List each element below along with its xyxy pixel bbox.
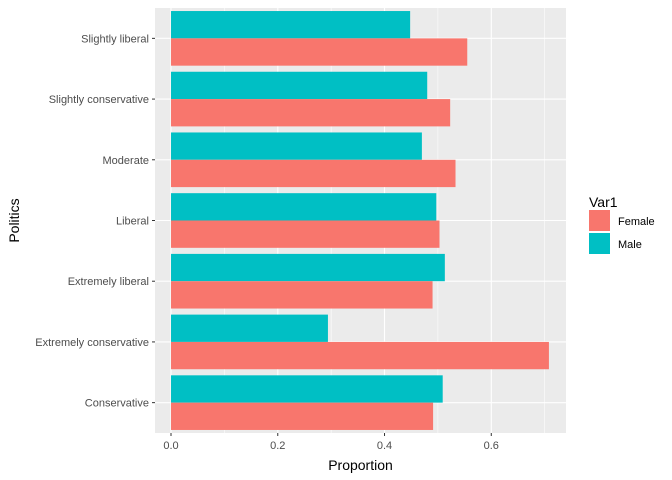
y-tick-label: Moderate bbox=[103, 155, 149, 167]
x-axis-title: Proportion bbox=[328, 457, 393, 473]
bar-female-liberal bbox=[171, 220, 440, 248]
bar-female-extremely-conservative bbox=[171, 341, 549, 370]
legend: Var1 Female Male bbox=[589, 194, 655, 254]
y-axis: Slightly liberal Slightly conservative Mod… bbox=[35, 33, 155, 410]
bar-female-slightly-conservative bbox=[171, 99, 451, 127]
legend-key-female bbox=[589, 210, 610, 231]
y-axis-title: Politics bbox=[6, 198, 22, 242]
legend-label-male: Male bbox=[618, 239, 642, 251]
x-tick-label: 0.2 bbox=[270, 440, 285, 452]
legend-key-male bbox=[589, 233, 610, 254]
y-tick-label: Extremely liberal bbox=[68, 276, 149, 288]
y-tick-label: Slightly conservative bbox=[49, 94, 149, 106]
bar-female-slightly-liberal bbox=[171, 38, 468, 66]
bar-male-conservative bbox=[171, 375, 443, 403]
x-tick-label: 0.0 bbox=[163, 440, 178, 452]
bar-female-moderate bbox=[171, 159, 456, 188]
bar-male-extremely-liberal bbox=[171, 253, 445, 282]
y-tick-label: Extremely conservative bbox=[35, 337, 149, 349]
bar-female-conservative bbox=[171, 402, 434, 430]
bar-female-extremely-liberal bbox=[171, 281, 433, 309]
x-axis: 0.0 0.2 0.4 0.6 bbox=[163, 433, 499, 452]
legend-label-female: Female bbox=[618, 216, 655, 228]
legend-title: Var1 bbox=[589, 194, 618, 210]
bar-male-extremely-conservative bbox=[171, 314, 328, 342]
x-tick-label: 0.4 bbox=[377, 440, 392, 452]
bar-male-moderate bbox=[171, 132, 422, 160]
x-tick-label: 0.6 bbox=[484, 440, 499, 452]
bars bbox=[171, 11, 549, 430]
y-tick-label: Liberal bbox=[116, 216, 149, 228]
y-tick-label: Slightly liberal bbox=[81, 33, 149, 45]
bar-male-slightly-liberal bbox=[171, 11, 411, 39]
bar-male-liberal bbox=[171, 193, 437, 221]
y-tick-label: Conservative bbox=[85, 398, 149, 410]
bar-male-slightly-conservative bbox=[171, 71, 428, 100]
